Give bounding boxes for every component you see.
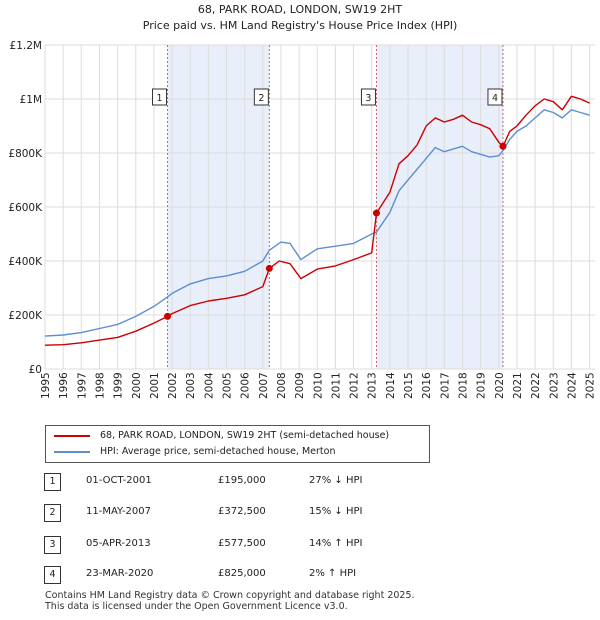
x-tick-label: 1996 [58,372,70,399]
sale-marker-label: 2 [258,93,264,104]
y-tick-label: £0 [29,364,42,376]
sale-marker-box [253,88,269,106]
transaction-number: 4 [44,566,61,584]
chart-title: 68, PARK ROAD, LONDON, SW19 2HT [198,3,402,16]
x-tick-label: 1995 [40,372,52,399]
transaction-hpi: 15% ↓ HPI [309,506,363,517]
x-tick-label: 1998 [94,372,106,399]
y-tick-label: £400K [8,256,43,268]
sale-marker-label: 3 [365,93,371,104]
footer-notice: Contains HM Land Registry data © Crown c… [45,590,415,612]
x-tick-label: 2010 [312,372,324,399]
footer-licence: This data is licensed under the Open Gov… [45,601,348,612]
transaction-number: 1 [44,473,61,491]
transaction-number: 2 [44,504,61,522]
sale-point [499,142,507,150]
legend-swatch-property [54,434,90,437]
x-tick-label: 2015 [403,372,415,399]
x-tick-label: 2006 [240,372,252,399]
sale-marker-label: 1 [157,93,163,104]
transaction-date: 05-APR-2013 [86,538,151,549]
sale-point [164,312,172,320]
price-chart: 68, PARK ROAD, LONDON, SW19 2HT Price pa… [8,3,597,399]
x-tick-label: 2012 [349,372,361,399]
transaction-date: 01-OCT-2001 [86,475,152,486]
footer-copyright: Contains HM Land Registry data © Crown c… [45,590,415,601]
x-tick-label: 2011 [330,372,342,399]
transaction-price: £195,000 [218,475,266,486]
transaction-hpi: 14% ↑ HPI [309,538,363,549]
x-tick-label: 2024 [566,372,578,399]
x-tick-label: 2007 [258,372,270,399]
x-tick-label: 2009 [294,372,306,399]
x-tick-label: 2023 [548,372,560,399]
legend-label-hpi: HPI: Average price, semi-detached house,… [100,446,336,457]
chart-subtitle: Price paid vs. HM Land Registry's House … [143,19,458,32]
x-tick-label: 2000 [131,372,143,399]
chart-legend: 68, PARK ROAD, LONDON, SW19 2HT (semi-de… [45,425,430,463]
legend-item-property: 68, PARK ROAD, LONDON, SW19 2HT (semi-de… [54,428,389,444]
x-tick-label: 2004 [203,372,215,399]
x-tick-label: 2008 [276,372,288,399]
y-tick-label: £1M [20,94,42,106]
x-tick-label: 1999 [113,372,125,399]
transaction-date: 23-MAR-2020 [86,568,154,579]
sale-marker-box [360,88,376,106]
x-tick-label: 2014 [385,372,397,399]
x-tick-label: 2022 [530,372,542,399]
x-tick-label: 2019 [476,372,488,399]
sale-point [372,209,380,217]
legend-item-hpi: HPI: Average price, semi-detached house,… [54,444,335,460]
x-tick-label: 2005 [222,372,234,399]
transaction-date: 11-MAY-2007 [86,506,152,517]
legend-label-property: 68, PARK ROAD, LONDON, SW19 2HT (semi-de… [100,430,390,441]
transaction-hpi: 2% ↑ HPI [309,568,357,579]
sale-marker-box [152,88,168,106]
transaction-price: £372,500 [218,506,266,517]
x-tick-label: 2020 [494,372,506,399]
legend-swatch-hpi [54,450,90,453]
x-tick-label: 2013 [367,372,379,399]
hpi-series-line [44,109,590,337]
y-tick-label: £1.2M [10,40,42,52]
sale-point [265,264,273,272]
x-tick-label: 2017 [439,372,451,399]
transaction-price: £825,000 [218,568,266,579]
x-tick-label: 2025 [585,372,597,399]
x-tick-label: 2018 [457,372,469,399]
transaction-price: £577,500 [218,538,266,549]
x-tick-label: 2002 [167,372,179,399]
transaction-hpi: 27% ↓ HPI [309,475,363,486]
property-series-line [44,95,590,346]
x-tick-label: 1997 [76,372,88,399]
sale-marker-label: 4 [492,93,498,104]
sale-marker-box [487,88,503,106]
x-tick-label: 2021 [512,372,524,399]
x-tick-label: 2016 [421,372,433,399]
y-tick-label: £600K [8,202,43,214]
transaction-number: 3 [44,536,61,554]
x-tick-label: 2001 [149,372,161,399]
x-tick-label: 2003 [185,372,197,399]
y-tick-label: £800K [8,148,43,160]
y-tick-label: £200K [8,310,43,322]
